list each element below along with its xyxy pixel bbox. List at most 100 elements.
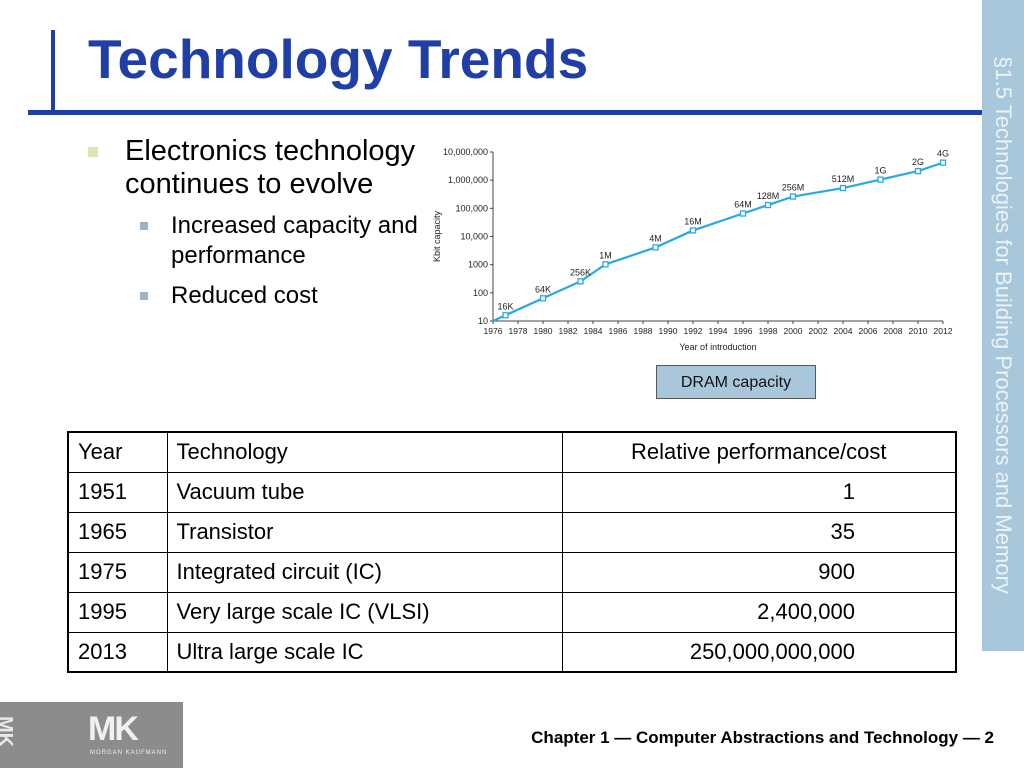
data-point: [877, 176, 884, 183]
x-tick-label: 2004: [834, 326, 853, 336]
data-label: 4M: [649, 233, 662, 243]
y-tick-label: 1,000,000: [448, 175, 488, 185]
chart-caption: DRAM capacity: [656, 365, 816, 399]
title-accent-bar: [51, 30, 55, 113]
cell-technology: Vacuum tube: [166, 471, 563, 513]
data-label: 64M: [734, 200, 752, 210]
x-tick-label: 2008: [884, 326, 903, 336]
publisher-logo: MK MK MORGAN KAUFMANN: [0, 702, 183, 768]
data-point: [739, 210, 747, 217]
performance-table: Year Technology Relative performance/cos…: [67, 431, 957, 673]
data-label: 16M: [684, 216, 702, 226]
cell-year: 1965: [67, 511, 168, 553]
sub-bullet-marker: [140, 292, 148, 300]
sub-bullet-item: Increased capacity and performance: [88, 211, 418, 271]
bullet-text: Electronics technology continues to evol…: [125, 135, 416, 200]
x-tick-label: 1998: [759, 326, 778, 336]
data-label: 256K: [570, 267, 591, 277]
data-point: [577, 278, 584, 285]
cell-year: 1951: [67, 471, 168, 513]
cell-year: 2013: [67, 631, 168, 673]
data-label: 16K: [497, 301, 513, 311]
data-point: [602, 261, 609, 268]
data-label: 1M: [599, 250, 612, 260]
cell-performance: 250,000,000,000: [561, 631, 957, 673]
x-tick-label: 2012: [934, 326, 953, 336]
data-point: [689, 227, 697, 234]
header-technology: Technology: [166, 431, 563, 473]
data-point: [914, 167, 922, 175]
header-relative-performance: Relative performance/cost: [561, 431, 957, 473]
cell-performance: 2,400,000: [561, 591, 957, 633]
data-label: 4G: [937, 149, 949, 159]
sub-bullet-item: Reduced cost: [88, 281, 418, 311]
x-tick-label: 1992: [684, 326, 703, 336]
data-label: 2G: [912, 157, 924, 167]
x-tick-label: 1976: [484, 326, 503, 336]
data-point: [502, 312, 509, 319]
cell-performance: 1: [561, 471, 957, 513]
x-tick-label: 2010: [909, 326, 928, 336]
title-underline: [28, 110, 982, 115]
logo-mark-vertical: MK: [0, 716, 16, 748]
sub-bullet-text: Reduced cost: [171, 282, 318, 309]
table-row: 2013 Ultra large scale IC 250,000,000,00…: [67, 631, 957, 673]
y-tick-label: 10,000,000: [443, 147, 488, 157]
data-label: 512M: [832, 174, 855, 184]
data-point: [764, 201, 772, 209]
section-sidebar: [982, 0, 1024, 651]
cell-year: 1975: [67, 551, 168, 593]
logo-mark: MK: [88, 710, 139, 748]
table-header-row: Year Technology Relative performance/cos…: [67, 431, 957, 473]
data-point: [789, 193, 797, 200]
data-label: 1G: [874, 166, 886, 176]
table-row: 1975 Integrated circuit (IC) 900: [67, 551, 957, 593]
y-tick-label: 100: [473, 288, 488, 298]
y-axis-label: Kbit capacity: [432, 210, 442, 262]
x-tick-label: 1980: [534, 326, 553, 336]
data-label: 64K: [535, 284, 551, 294]
cell-year: 1995: [67, 591, 168, 633]
x-axis-label: Year of introduction: [679, 342, 756, 352]
y-tick-label: 100,000: [455, 203, 488, 213]
data-point: [839, 184, 847, 192]
sub-bullet-marker: [140, 222, 148, 230]
table-row: 1951 Vacuum tube 1: [67, 471, 957, 513]
cell-technology: Transistor: [166, 511, 563, 553]
x-tick-label: 1996: [734, 326, 753, 336]
slide-title: Technology Trends: [88, 28, 589, 90]
sub-bullet-text: Increased capacity and performance: [171, 212, 418, 269]
section-label: §1.5 Technologies for Building Processor…: [991, 56, 1016, 594]
y-tick-label: 1000: [468, 260, 488, 270]
series-line: [492, 161, 944, 322]
cell-technology: Ultra large scale IC: [166, 631, 563, 673]
data-point: [652, 244, 659, 251]
x-tick-label: 1984: [584, 326, 603, 336]
bullet-item: Electronics technology continues to evol…: [88, 135, 418, 201]
slide-footer: Chapter 1 — Computer Abstractions and Te…: [531, 728, 994, 747]
x-tick-label: 2002: [809, 326, 828, 336]
x-tick-label: 1988: [634, 326, 653, 336]
y-tick-label: 10: [478, 316, 488, 326]
data-point: [539, 295, 547, 302]
x-tick-label: 1994: [709, 326, 728, 336]
table-row: 1965 Transistor 35: [67, 511, 957, 553]
data-label: 128M: [757, 191, 780, 201]
table-row: 1995 Very large scale IC (VLSI) 2,400,00…: [67, 591, 957, 633]
x-tick-label: 2006: [859, 326, 878, 336]
x-tick-label: 1986: [609, 326, 628, 336]
x-tick-label: 1982: [559, 326, 578, 336]
x-tick-label: 1990: [659, 326, 678, 336]
bullet-marker: [88, 147, 98, 157]
data-point: [939, 159, 947, 166]
x-tick-label: 1978: [509, 326, 528, 336]
data-label: 256M: [782, 183, 805, 193]
bullet-list: Electronics technology continues to evol…: [88, 135, 418, 311]
cell-technology: Integrated circuit (IC): [166, 551, 563, 593]
header-year: Year: [67, 431, 168, 473]
dram-capacity-chart: 10 100 1000 10,000 100,000 1,000,000 10,000,00…: [432, 147, 953, 352]
y-tick-label: 10,000: [460, 232, 488, 242]
cell-performance: 900: [561, 551, 957, 593]
logo-subtext: MORGAN KAUFMANN: [90, 750, 168, 756]
cell-technology: Very large scale IC (VLSI): [166, 591, 563, 633]
